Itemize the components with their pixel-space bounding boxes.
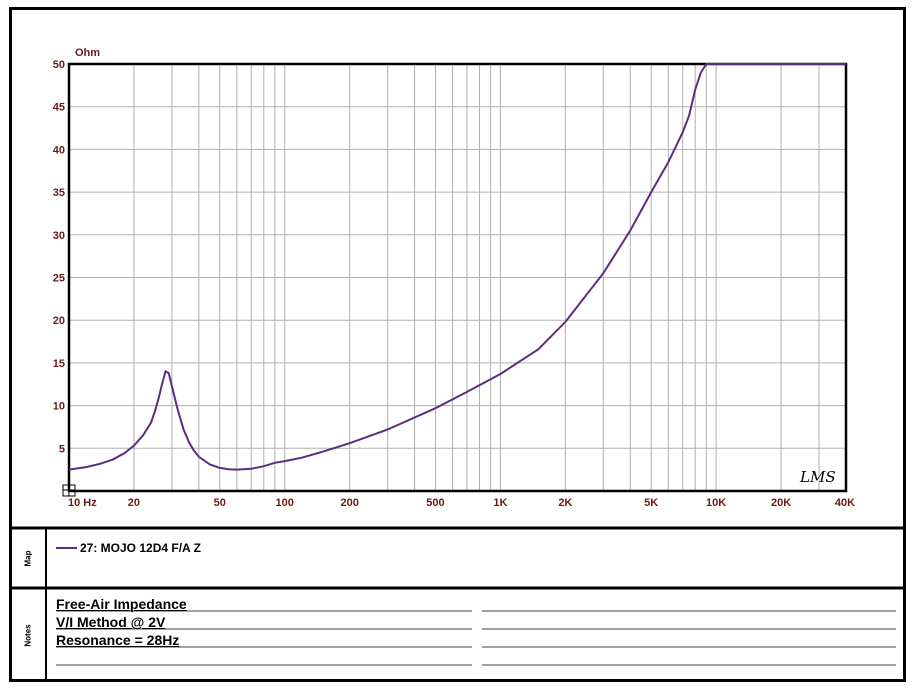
y-tick-label: 20 (53, 315, 65, 327)
brand-logo: LMS (799, 468, 836, 486)
y-tick-labels: 5 10 15 20 25 30 35 40 45 50 (53, 59, 65, 455)
cursor-icon (62, 484, 76, 497)
y-tick-label: 15 (53, 358, 65, 370)
y-axis-unit: Ohm (75, 47, 100, 59)
x-tick-label: 40K (835, 497, 855, 509)
y-tick-label: 45 (53, 102, 65, 114)
x-tick-label: 5K (644, 497, 658, 509)
grid-major (69, 106, 846, 449)
x-tick-label: 10K (706, 497, 726, 509)
chart-frame (9, 7, 906, 682)
y-tick-label: 5 (59, 443, 65, 455)
x-tick-label: 20K (771, 497, 791, 509)
y-tick-label: 10 (53, 401, 65, 413)
y-tick-label: 50 (53, 59, 65, 71)
legend-entry: 27: MOJO 12D4 F/A Z (80, 541, 201, 555)
x-tick-labels: 10 Hz 20 50 100 200 500 1K 2K 5K 10K 20K 40K (68, 497, 855, 509)
x-tick-label: 20 (128, 497, 140, 509)
x-tick-label: 2K (558, 497, 572, 509)
note-line-2: V/I Method @ 2V (56, 614, 166, 630)
note-line-1: Free-Air Impedance (56, 596, 187, 612)
x-tick-label: 200 (340, 497, 358, 509)
x-tick-label: 1K (493, 497, 507, 509)
x-tick-label: 10 Hz (68, 497, 97, 509)
plot-area-border (67, 62, 848, 493)
impedance-curve (68, 63, 846, 471)
x-tick-label: 500 (426, 497, 444, 509)
y-tick-label: 25 (53, 273, 65, 285)
x-tick-label: 100 (276, 497, 294, 509)
notes-section-label: Notes (23, 623, 33, 647)
note-line-3: Resonance = 28Hz (56, 632, 180, 648)
notes-rules (56, 610, 896, 666)
x-tick-label: 50 (214, 497, 226, 509)
y-tick-label: 30 (53, 230, 65, 242)
y-tick-label: 35 (53, 187, 65, 199)
y-tick-label: 40 (53, 144, 65, 156)
map-section-label: Map (23, 550, 33, 566)
